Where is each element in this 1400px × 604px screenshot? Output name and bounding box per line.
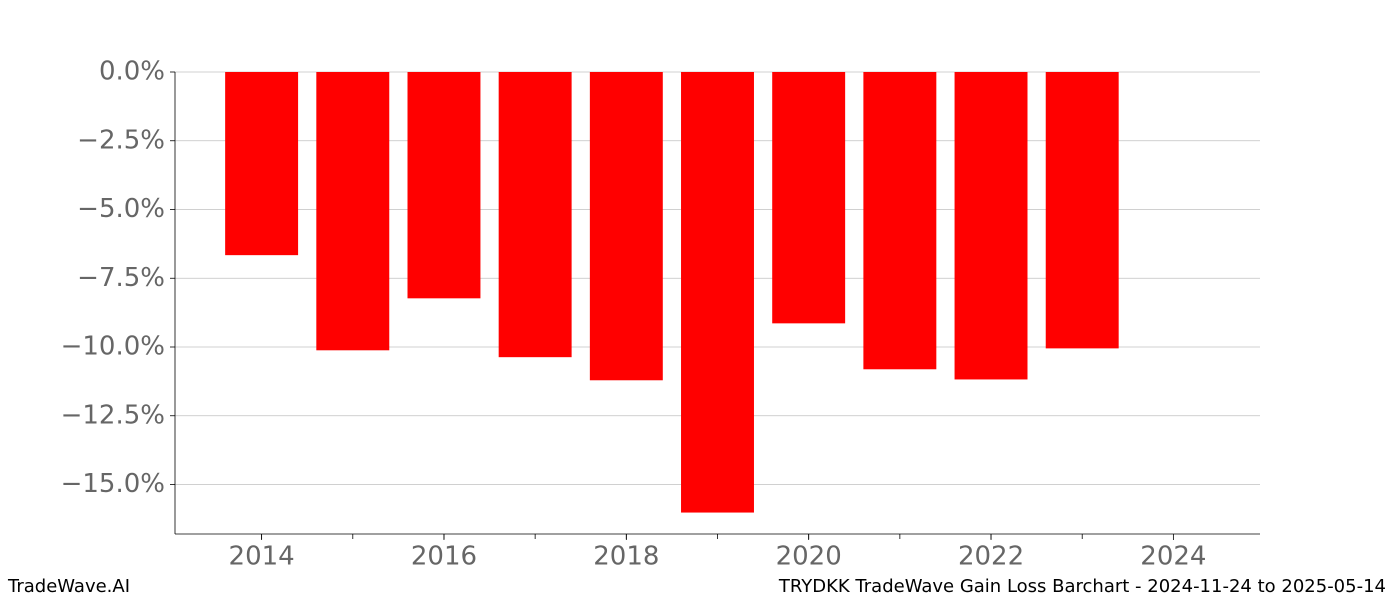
- bar: [772, 72, 846, 324]
- footer-right: TRYDKK TradeWave Gain Loss Barchart - 20…: [778, 576, 1386, 597]
- y-tick-label: −10.0%: [61, 332, 165, 362]
- y-tick-label: −2.5%: [77, 125, 165, 155]
- x-tick-label: 2018: [593, 542, 659, 572]
- bar: [407, 72, 481, 299]
- x-tick-label: 2016: [411, 542, 477, 572]
- x-tick-label: 2022: [958, 542, 1024, 572]
- bar: [863, 72, 937, 370]
- y-tick-label: −5.0%: [77, 194, 165, 224]
- bar: [954, 72, 1028, 380]
- bar: [316, 72, 390, 351]
- footer-left: TradeWave.AI: [7, 576, 130, 597]
- bar: [589, 72, 663, 381]
- x-tick-label: 2024: [1140, 542, 1206, 572]
- y-tick-label: −7.5%: [77, 263, 165, 293]
- x-tick-label: 2014: [229, 542, 295, 572]
- y-tick-label: 0.0%: [99, 57, 165, 87]
- bar: [498, 72, 572, 358]
- y-tick-label: −15.0%: [61, 469, 165, 499]
- x-tick-label: 2020: [776, 542, 842, 572]
- bar: [225, 72, 299, 256]
- y-tick-label: −12.5%: [61, 400, 165, 430]
- bar: [681, 72, 754, 513]
- bar: [1045, 72, 1119, 349]
